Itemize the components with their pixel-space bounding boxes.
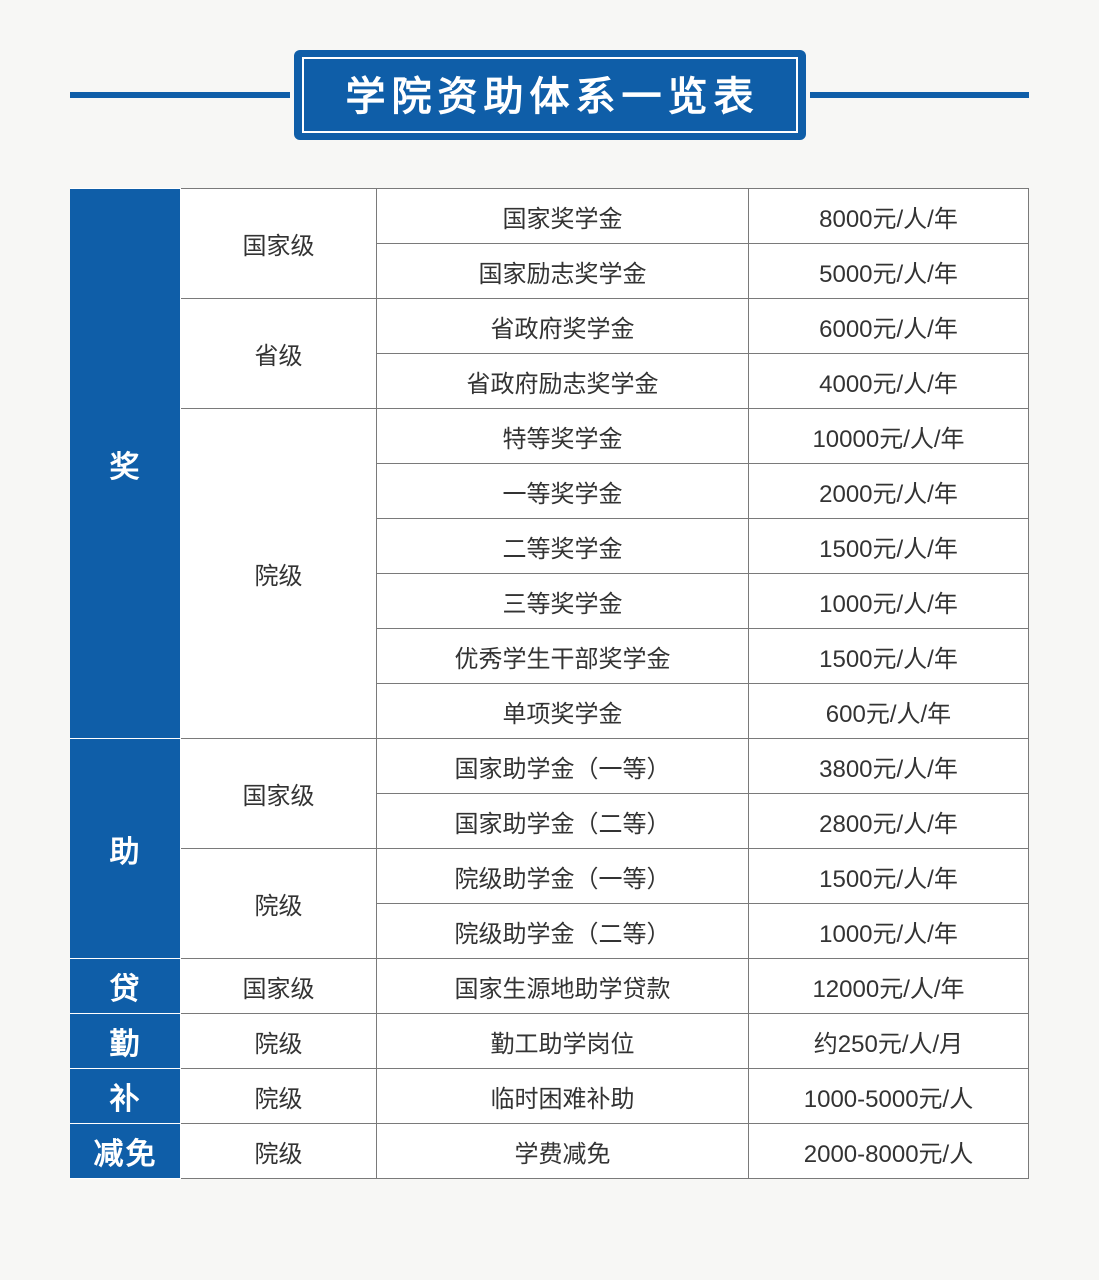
category-cell: 助: [71, 739, 181, 959]
item-label-cell: 国家励志奖学金: [377, 244, 749, 299]
item-label-cell: 二等奖学金: [377, 519, 749, 574]
level-cell: 国家级: [181, 739, 377, 849]
item-amount-cell: 1000-5000元/人: [749, 1069, 1029, 1124]
table-row: 减免院级学费减免2000-8000元/人: [71, 1124, 1029, 1179]
item-label-cell: 三等奖学金: [377, 574, 749, 629]
table-row: 勤院级勤工助学岗位约250元/人/月: [71, 1014, 1029, 1069]
item-amount-cell: 1500元/人/年: [749, 849, 1029, 904]
page-title: 学院资助体系一览表: [294, 50, 806, 140]
level-cell: 院级: [181, 849, 377, 959]
item-label-cell: 院级助学金（二等）: [377, 904, 749, 959]
item-amount-cell: 12000元/人/年: [749, 959, 1029, 1014]
item-label-cell: 特等奖学金: [377, 409, 749, 464]
table-row: 奖国家级国家奖学金8000元/人/年: [71, 189, 1029, 244]
title-text: 学院资助体系一览表: [346, 75, 760, 119]
item-label-cell: 国家助学金（二等）: [377, 794, 749, 849]
category-cell: 补: [71, 1069, 181, 1124]
item-amount-cell: 1000元/人/年: [749, 904, 1029, 959]
item-label-cell: 勤工助学岗位: [377, 1014, 749, 1069]
item-amount-cell: 6000元/人/年: [749, 299, 1029, 354]
category-cell: 奖: [71, 189, 181, 739]
level-cell: 院级: [181, 1069, 377, 1124]
level-cell: 省级: [181, 299, 377, 409]
item-label-cell: 省政府奖学金: [377, 299, 749, 354]
item-amount-cell: 2000-8000元/人: [749, 1124, 1029, 1179]
item-amount-cell: 4000元/人/年: [749, 354, 1029, 409]
item-amount-cell: 5000元/人/年: [749, 244, 1029, 299]
table-row: 院级院级助学金（一等）1500元/人/年: [71, 849, 1029, 904]
category-cell: 减免: [71, 1124, 181, 1179]
table-row: 贷国家级国家生源地助学贷款12000元/人/年: [71, 959, 1029, 1014]
item-label-cell: 国家助学金（一等）: [377, 739, 749, 794]
item-amount-cell: 1000元/人/年: [749, 574, 1029, 629]
item-amount-cell: 8000元/人/年: [749, 189, 1029, 244]
item-label-cell: 临时困难补助: [377, 1069, 749, 1124]
item-amount-cell: 2800元/人/年: [749, 794, 1029, 849]
item-label-cell: 省政府励志奖学金: [377, 354, 749, 409]
funding-table: 奖国家级国家奖学金8000元/人/年国家励志奖学金5000元/人/年省级省政府奖…: [70, 188, 1029, 1179]
item-label-cell: 院级助学金（一等）: [377, 849, 749, 904]
item-amount-cell: 600元/人/年: [749, 684, 1029, 739]
title-banner: 学院资助体系一览表: [70, 50, 1029, 140]
table-row: 院级特等奖学金10000元/人/年: [71, 409, 1029, 464]
item-label-cell: 国家生源地助学贷款: [377, 959, 749, 1014]
category-cell: 勤: [71, 1014, 181, 1069]
title-line-right: [810, 92, 1030, 98]
category-cell: 贷: [71, 959, 181, 1014]
level-cell: 院级: [181, 409, 377, 739]
item-amount-cell: 约250元/人/月: [749, 1014, 1029, 1069]
item-amount-cell: 2000元/人/年: [749, 464, 1029, 519]
item-amount-cell: 3800元/人/年: [749, 739, 1029, 794]
level-cell: 国家级: [181, 959, 377, 1014]
item-label-cell: 单项奖学金: [377, 684, 749, 739]
item-amount-cell: 10000元/人/年: [749, 409, 1029, 464]
level-cell: 院级: [181, 1124, 377, 1179]
item-amount-cell: 1500元/人/年: [749, 519, 1029, 574]
item-amount-cell: 1500元/人/年: [749, 629, 1029, 684]
title-line-left: [70, 92, 290, 98]
item-label-cell: 优秀学生干部奖学金: [377, 629, 749, 684]
level-cell: 院级: [181, 1014, 377, 1069]
table-row: 补院级临时困难补助1000-5000元/人: [71, 1069, 1029, 1124]
table-row: 助国家级国家助学金（一等）3800元/人/年: [71, 739, 1029, 794]
level-cell: 国家级: [181, 189, 377, 299]
table-row: 省级省政府奖学金6000元/人/年: [71, 299, 1029, 354]
item-label-cell: 一等奖学金: [377, 464, 749, 519]
item-label-cell: 学费减免: [377, 1124, 749, 1179]
item-label-cell: 国家奖学金: [377, 189, 749, 244]
